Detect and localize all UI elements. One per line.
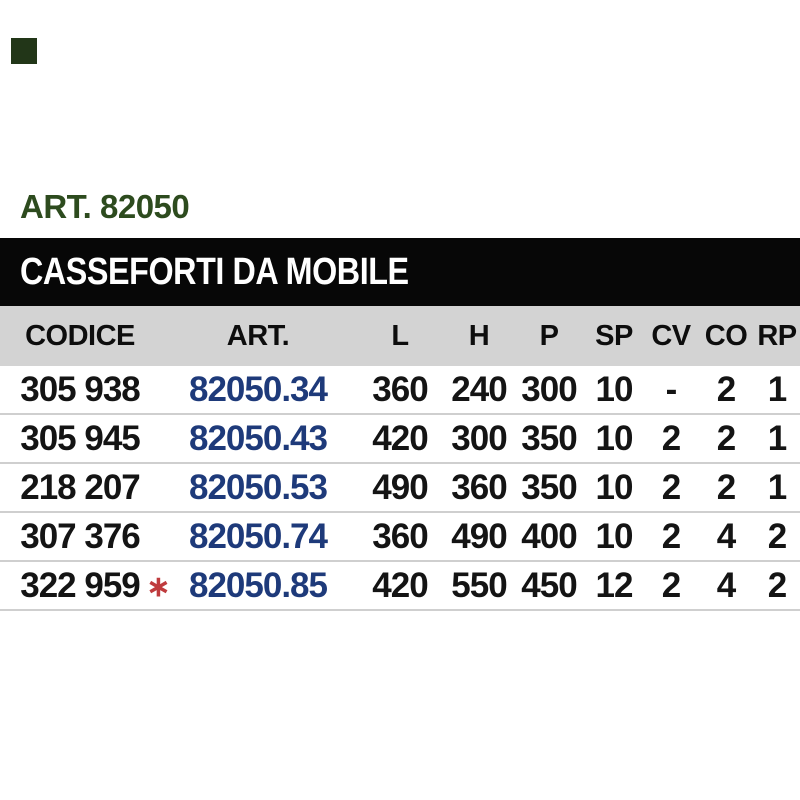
cell-sp: 10 — [595, 369, 634, 409]
cell-cv: 2 — [661, 565, 681, 605]
cell-art: 82050.34 — [189, 369, 328, 409]
column-header-rp: RP — [757, 319, 797, 352]
cell-codice: 322 959 ∗ — [0, 565, 171, 606]
article-number-heading: ART. 82050 — [20, 188, 190, 225]
cell-codice: 218 207 — [20, 467, 141, 507]
cell-co: 4 — [716, 565, 736, 605]
cell-l: 360 — [372, 369, 428, 409]
cell-art: 82050.74 — [189, 516, 328, 556]
cell-co: 2 — [716, 418, 736, 458]
table-row: 322 959 ∗ 82050.85 420 550 450 12 2 4 2 — [0, 562, 800, 611]
column-header-h: H — [468, 319, 490, 352]
cell-h: 240 — [451, 369, 507, 409]
cell-cv: - — [665, 369, 678, 409]
cell-h: 490 — [451, 516, 507, 556]
table-row: 307 376 82050.74 360 490 400 10 2 4 2 — [0, 513, 800, 562]
column-header-co: CO — [704, 319, 748, 352]
cell-l: 420 — [372, 418, 428, 458]
cell-sp: 12 — [595, 565, 634, 605]
cell-p: 400 — [521, 516, 577, 556]
column-header-codice: CODICE — [25, 319, 135, 352]
column-header-sp: SP — [595, 319, 633, 352]
column-header-p: P — [539, 319, 559, 352]
cell-h: 300 — [451, 418, 507, 458]
cell-l: 360 — [372, 516, 428, 556]
column-header-art: ART. — [226, 319, 290, 352]
cell-sp: 10 — [595, 516, 634, 556]
product-spec-table: CODICE ART. L H P SP CV CO RP 305 938 82… — [0, 306, 800, 611]
table-row: 305 938 82050.34 360 240 300 10 - 2 1 — [0, 366, 800, 415]
table-row: 305 945 82050.43 420 300 350 10 2 2 1 — [0, 415, 800, 464]
cell-art: 82050.43 — [189, 418, 328, 458]
cell-art: 82050.85 — [189, 565, 328, 605]
cell-sp: 10 — [595, 467, 634, 507]
column-header-l: L — [391, 319, 409, 352]
cell-art: 82050.53 — [189, 467, 328, 507]
cell-p: 350 — [521, 418, 577, 458]
cell-codice: 305 945 — [20, 418, 141, 458]
table-header-row: CODICE ART. L H P SP CV CO RP — [0, 306, 800, 366]
column-header-cv: CV — [651, 319, 691, 352]
cell-p: 300 — [521, 369, 577, 409]
cell-cv: 2 — [661, 418, 681, 458]
category-banner: CASSEFORTI DA MOBILE — [0, 238, 800, 306]
codice-value: 322 959 — [20, 565, 141, 605]
cell-cv: 2 — [661, 467, 681, 507]
cell-rp: 2 — [767, 516, 787, 556]
cell-l: 490 — [372, 467, 428, 507]
cell-h: 360 — [451, 467, 507, 507]
cell-cv: 2 — [661, 516, 681, 556]
cell-co: 2 — [716, 369, 736, 409]
cell-p: 350 — [521, 467, 577, 507]
cell-l: 420 — [372, 565, 428, 605]
cell-rp: 1 — [767, 418, 787, 458]
asterisk-note-icon: ∗ — [145, 569, 171, 605]
table-row: 218 207 82050.53 490 360 350 10 2 2 1 — [0, 464, 800, 513]
cell-sp: 10 — [595, 418, 634, 458]
cell-h: 550 — [451, 565, 507, 605]
cell-p: 450 — [521, 565, 577, 605]
cell-rp: 1 — [767, 369, 787, 409]
section-marker-square — [11, 38, 37, 64]
cell-co: 4 — [716, 516, 736, 556]
cell-rp: 1 — [767, 467, 787, 507]
cell-codice: 307 376 — [20, 516, 141, 556]
cell-rp: 2 — [767, 565, 787, 605]
cell-codice: 305 938 — [20, 369, 141, 409]
category-banner-title: CASSEFORTI DA MOBILE — [20, 250, 409, 293]
cell-co: 2 — [716, 467, 736, 507]
